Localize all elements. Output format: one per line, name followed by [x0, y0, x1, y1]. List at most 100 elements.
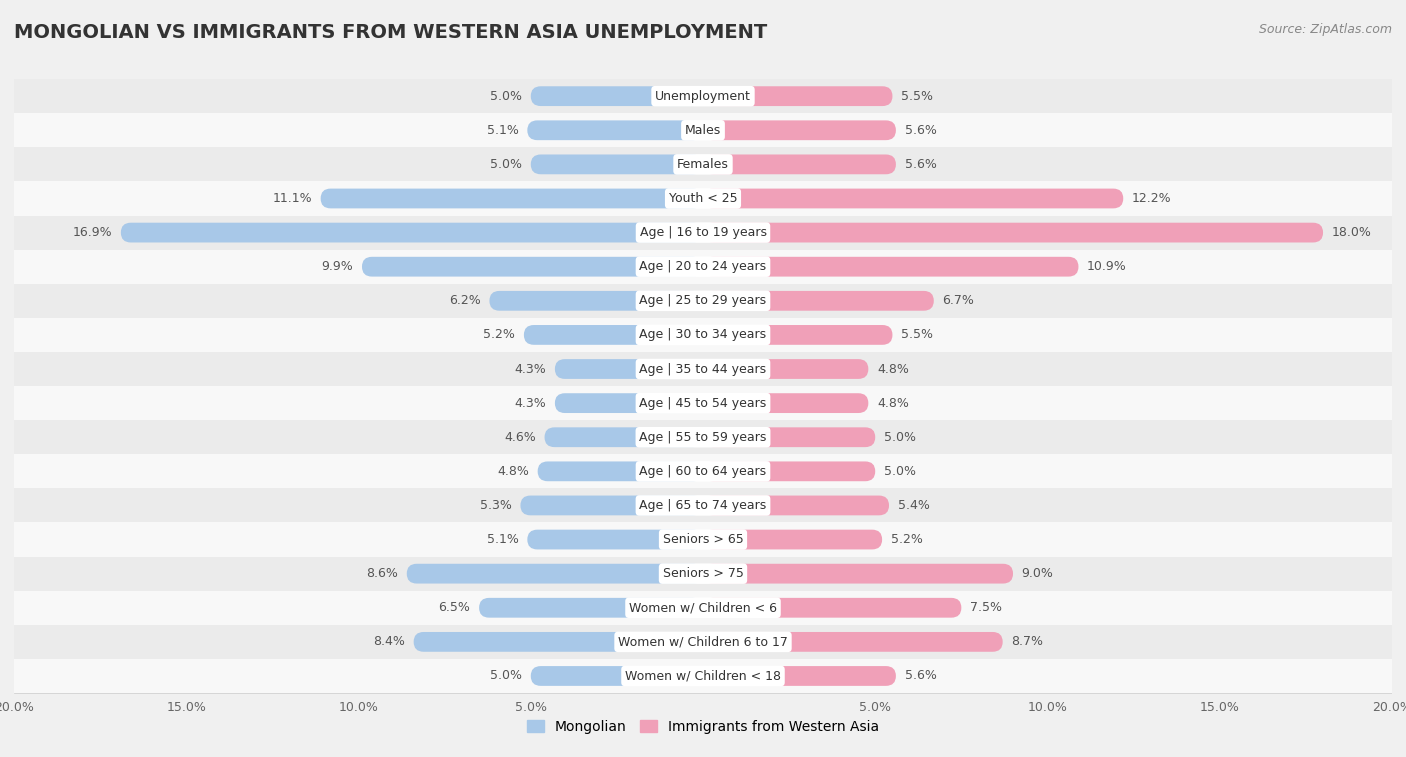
Bar	[14, 454, 1392, 488]
Text: 4.8%: 4.8%	[498, 465, 529, 478]
Text: Seniors > 75: Seniors > 75	[662, 567, 744, 580]
FancyBboxPatch shape	[321, 188, 703, 208]
FancyBboxPatch shape	[406, 564, 703, 584]
FancyBboxPatch shape	[703, 632, 1002, 652]
FancyBboxPatch shape	[703, 86, 893, 106]
Text: 5.6%: 5.6%	[904, 158, 936, 171]
Bar	[14, 114, 1392, 148]
Bar	[14, 488, 1392, 522]
FancyBboxPatch shape	[703, 462, 875, 481]
FancyBboxPatch shape	[361, 257, 703, 276]
Text: 5.0%: 5.0%	[491, 158, 522, 171]
FancyBboxPatch shape	[544, 428, 703, 447]
Text: 7.5%: 7.5%	[970, 601, 1002, 614]
FancyBboxPatch shape	[531, 86, 703, 106]
Text: 6.2%: 6.2%	[449, 294, 481, 307]
Text: MONGOLIAN VS IMMIGRANTS FROM WESTERN ASIA UNEMPLOYMENT: MONGOLIAN VS IMMIGRANTS FROM WESTERN ASI…	[14, 23, 768, 42]
FancyBboxPatch shape	[555, 359, 703, 379]
Text: 9.9%: 9.9%	[322, 260, 353, 273]
Bar	[14, 182, 1392, 216]
Text: Women w/ Children 6 to 17: Women w/ Children 6 to 17	[619, 635, 787, 648]
Text: 5.5%: 5.5%	[901, 89, 934, 103]
Bar	[14, 625, 1392, 659]
Text: Age | 25 to 29 years: Age | 25 to 29 years	[640, 294, 766, 307]
Text: 5.4%: 5.4%	[897, 499, 929, 512]
Text: 5.1%: 5.1%	[486, 533, 519, 546]
FancyBboxPatch shape	[555, 393, 703, 413]
Bar	[14, 522, 1392, 556]
Text: 10.9%: 10.9%	[1087, 260, 1126, 273]
FancyBboxPatch shape	[531, 666, 703, 686]
Text: 5.2%: 5.2%	[891, 533, 922, 546]
Text: 6.5%: 6.5%	[439, 601, 471, 614]
Text: Age | 45 to 54 years: Age | 45 to 54 years	[640, 397, 766, 410]
Bar	[14, 420, 1392, 454]
FancyBboxPatch shape	[531, 154, 703, 174]
Bar	[14, 352, 1392, 386]
FancyBboxPatch shape	[537, 462, 703, 481]
FancyBboxPatch shape	[703, 188, 1123, 208]
FancyBboxPatch shape	[703, 223, 1323, 242]
Text: Seniors > 65: Seniors > 65	[662, 533, 744, 546]
Text: Males: Males	[685, 124, 721, 137]
FancyBboxPatch shape	[524, 325, 703, 344]
Text: 4.8%: 4.8%	[877, 363, 908, 375]
Text: Source: ZipAtlas.com: Source: ZipAtlas.com	[1258, 23, 1392, 36]
FancyBboxPatch shape	[520, 496, 703, 516]
Bar	[14, 79, 1392, 114]
Text: 5.0%: 5.0%	[491, 89, 522, 103]
FancyBboxPatch shape	[121, 223, 703, 242]
FancyBboxPatch shape	[703, 666, 896, 686]
Text: 5.0%: 5.0%	[884, 465, 915, 478]
Text: 5.6%: 5.6%	[904, 669, 936, 683]
FancyBboxPatch shape	[703, 325, 893, 344]
FancyBboxPatch shape	[489, 291, 703, 310]
FancyBboxPatch shape	[703, 359, 869, 379]
Bar	[14, 148, 1392, 182]
Legend: Mongolian, Immigrants from Western Asia: Mongolian, Immigrants from Western Asia	[522, 714, 884, 739]
Bar	[14, 386, 1392, 420]
Text: 5.0%: 5.0%	[491, 669, 522, 683]
Text: Age | 60 to 64 years: Age | 60 to 64 years	[640, 465, 766, 478]
Text: 8.6%: 8.6%	[367, 567, 398, 580]
Text: 18.0%: 18.0%	[1331, 226, 1371, 239]
Bar	[14, 556, 1392, 590]
FancyBboxPatch shape	[703, 496, 889, 516]
Bar	[14, 284, 1392, 318]
FancyBboxPatch shape	[703, 257, 1078, 276]
FancyBboxPatch shape	[703, 120, 896, 140]
FancyBboxPatch shape	[703, 393, 869, 413]
Text: 9.0%: 9.0%	[1022, 567, 1053, 580]
Bar	[14, 216, 1392, 250]
Text: 4.8%: 4.8%	[877, 397, 908, 410]
Text: Women w/ Children < 6: Women w/ Children < 6	[628, 601, 778, 614]
Text: 5.0%: 5.0%	[884, 431, 915, 444]
Text: 8.7%: 8.7%	[1011, 635, 1043, 648]
Text: 5.1%: 5.1%	[486, 124, 519, 137]
Bar	[14, 590, 1392, 625]
Text: Unemployment: Unemployment	[655, 89, 751, 103]
Text: 5.3%: 5.3%	[479, 499, 512, 512]
Text: Women w/ Children < 18: Women w/ Children < 18	[626, 669, 780, 683]
FancyBboxPatch shape	[703, 428, 875, 447]
Text: 12.2%: 12.2%	[1132, 192, 1171, 205]
Text: 5.2%: 5.2%	[484, 329, 515, 341]
FancyBboxPatch shape	[703, 154, 896, 174]
Text: Age | 20 to 24 years: Age | 20 to 24 years	[640, 260, 766, 273]
Text: Age | 65 to 74 years: Age | 65 to 74 years	[640, 499, 766, 512]
FancyBboxPatch shape	[703, 564, 1012, 584]
Text: Females: Females	[678, 158, 728, 171]
FancyBboxPatch shape	[527, 120, 703, 140]
Text: 4.3%: 4.3%	[515, 363, 547, 375]
Text: 4.6%: 4.6%	[505, 431, 536, 444]
Text: Age | 16 to 19 years: Age | 16 to 19 years	[640, 226, 766, 239]
Text: Age | 30 to 34 years: Age | 30 to 34 years	[640, 329, 766, 341]
FancyBboxPatch shape	[479, 598, 703, 618]
FancyBboxPatch shape	[703, 291, 934, 310]
Bar	[14, 318, 1392, 352]
Text: 8.4%: 8.4%	[373, 635, 405, 648]
Text: 4.3%: 4.3%	[515, 397, 547, 410]
Text: Age | 55 to 59 years: Age | 55 to 59 years	[640, 431, 766, 444]
Bar	[14, 659, 1392, 693]
FancyBboxPatch shape	[527, 530, 703, 550]
